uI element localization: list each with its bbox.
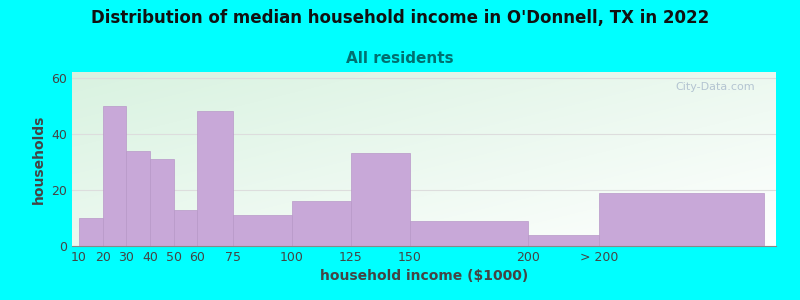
Bar — [150, 159, 174, 246]
Text: Distribution of median household income in O'Donnell, TX in 2022: Distribution of median household income … — [91, 9, 709, 27]
Bar — [126, 151, 150, 246]
Bar — [410, 221, 528, 246]
Text: City-Data.com: City-Data.com — [675, 82, 755, 92]
Text: All residents: All residents — [346, 51, 454, 66]
Bar — [102, 106, 126, 246]
Bar — [292, 201, 350, 246]
Bar — [599, 193, 764, 246]
X-axis label: household income ($1000): household income ($1000) — [320, 269, 528, 284]
Bar — [79, 218, 102, 246]
Bar — [174, 209, 198, 246]
Y-axis label: households: households — [32, 114, 46, 204]
Bar — [528, 235, 599, 246]
Bar — [233, 215, 292, 246]
Bar — [198, 111, 233, 246]
Bar — [350, 153, 410, 246]
